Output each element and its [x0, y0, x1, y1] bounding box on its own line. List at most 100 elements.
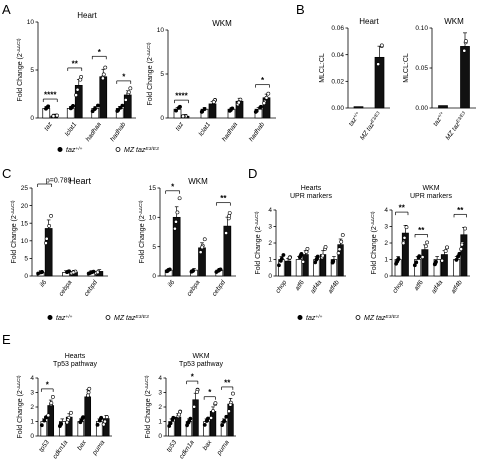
chart-A-0-point	[75, 87, 80, 92]
chart-D-7-bar-atf4b-1	[460, 234, 468, 277]
chart-C-4-ytick-label: 20	[21, 203, 29, 210]
chart-D-6-point	[287, 255, 292, 260]
chart-E-8-point	[50, 395, 55, 399]
chart-E-9-point	[186, 420, 191, 425]
legend-C-control-label-sup: +/+	[65, 314, 72, 320]
legend-A-mutant-label-sup: E3/E3	[145, 146, 159, 152]
chart-E-8-bar-bax-1	[84, 396, 92, 437]
chart-D-6-ylabel-base: Fold Change (2	[255, 226, 262, 274]
chart-C-5-sig-label: **	[220, 194, 227, 203]
chart-E-9-ytick-label: 2	[158, 404, 162, 411]
chart-C-4-point	[38, 270, 43, 275]
legend-D-mutant-label: MZ tazE3/E3	[364, 314, 399, 323]
chart-B-3-xtick-0-base: taz	[432, 116, 443, 128]
chart-D-7-ylabel-sup: -ΔΔCt)	[370, 211, 376, 226]
chart-C-4-ylabel-sup: -ΔΔCt)	[10, 200, 16, 215]
chart-C-4-point	[44, 236, 49, 241]
legend-A-mutant-marker	[115, 147, 121, 152]
chart-D-7-point	[414, 260, 419, 265]
chart-A-1-xtick-lclat1: lclat1	[198, 121, 213, 138]
chart-C-5-ylabel-base: Fold Change (2	[139, 215, 146, 263]
chart-C-4-ylabel-base: Fold Change (2	[11, 215, 18, 263]
chart-E-9-point	[228, 402, 233, 407]
chart-A-1-point	[236, 100, 241, 105]
chart-A-1-xtick-hadhab: hadhab	[248, 121, 266, 143]
chart-A-1-sig-label: *	[261, 76, 265, 85]
chart-E-9-ytick-label: 0	[158, 433, 162, 440]
chart-E-8-ylabel: Fold Change (2-ΔΔCt)	[16, 375, 25, 438]
chart-D-6-point	[340, 233, 345, 237]
chart-D-7-xtick-chop: chop	[392, 279, 406, 295]
chart-D-7-point	[412, 263, 417, 268]
chart-A-0-point	[90, 109, 95, 114]
chart-E-8-ytick-label: 0	[30, 433, 34, 440]
chart-A-1-ytick-label: 5	[160, 71, 164, 78]
chart-D-6-bar-chop-1	[284, 260, 292, 277]
chart-A-0-sig-label: ****	[44, 91, 57, 100]
chart-D-6-point	[281, 253, 286, 257]
chart-E-8-point	[46, 413, 51, 418]
panel-letter-E: E	[2, 332, 11, 347]
chart-A-0-point	[103, 65, 108, 70]
chart-A-0-point	[115, 109, 120, 113]
chart-B-3-ytick-label: 0.05	[415, 65, 428, 72]
chart-A-1-point	[266, 91, 271, 96]
chart-E-8-subtitle: Tp53 pathway	[53, 361, 97, 368]
chart-E-9-title: WKM	[192, 353, 209, 360]
chart-E-9-point	[211, 409, 216, 413]
chart-C-5-ylabel: Fold Change (2-ΔΔCt)	[138, 200, 147, 263]
chart-A-0-point	[126, 90, 131, 95]
chart-C-5-point	[198, 250, 203, 255]
chart-B-2-xtick-1-base: MZ taz	[359, 121, 377, 142]
chart-D-6-point	[320, 253, 325, 258]
chart-C-4-xtick-cebpd: cebpd	[83, 279, 99, 298]
chart-E-8-point	[79, 418, 84, 423]
chart-C-4-ytick-label: 0	[24, 273, 28, 280]
chart-E-8-xtick-bax: bax	[76, 439, 88, 452]
chart-A-1-point	[176, 106, 181, 110]
chart-E-9-bar-puma-1	[227, 403, 234, 437]
chart-D-6-ylabel: Fold Change (2-ΔΔCt)	[254, 211, 263, 274]
chart-A-1-point	[259, 104, 263, 109]
chart-C-5-xtick-il6: il6	[167, 279, 177, 289]
chart-E-9-bar-bax-1	[209, 411, 217, 437]
chart-A-1-sig-label: ****	[175, 92, 188, 101]
chart-E-9-ytick-label: 3	[158, 390, 162, 397]
chart-A-1-ytick-label: 0	[160, 115, 164, 122]
chart-D-7-point	[423, 244, 428, 249]
legend-C-mutant-marker	[105, 315, 111, 320]
chart-C-4-point	[95, 270, 100, 275]
chart-D-7-title: WKM	[422, 185, 439, 192]
chart-E-9-sig-label: *	[191, 373, 195, 382]
chart-B-3-xtick-0-sup: +/+	[436, 110, 444, 119]
chart-A-0-point	[55, 113, 59, 118]
chart-D-7-point	[394, 261, 398, 266]
chart-E-9-ytick-label: 4	[158, 375, 162, 382]
chart-D-6-point	[279, 256, 284, 261]
chart-D-6-xtick-atf4b: atf4b	[327, 279, 341, 295]
chart-A-0-point	[51, 114, 56, 118]
chart-C-4-point	[49, 214, 53, 218]
chart-A-0-point	[118, 105, 123, 110]
chart-B-2-point	[379, 43, 384, 48]
chart-E-9-sig-label: *	[208, 388, 212, 397]
chart-D-6-point	[323, 245, 328, 249]
chart-A-1-ylabel-sup: -ΔΔCt)	[146, 42, 152, 57]
chart-D-7-point	[440, 258, 444, 263]
chart-A-1-ylabel: Fold Change (2-ΔΔCt)	[146, 42, 155, 105]
chart-D-6-ytick-label: 0	[268, 273, 272, 280]
chart-A-0-ylabel: Fold Change (2-ΔΔCt)	[16, 38, 25, 101]
chart-C-4-point	[71, 270, 76, 275]
chart-C-4-bar-il6-1	[44, 228, 53, 277]
chart-E-8-point	[105, 415, 109, 419]
chart-D-7-point	[445, 245, 449, 250]
chart-A-0-sig-label: *	[98, 48, 102, 57]
chart-D-7-bar-atf4a-1	[440, 254, 448, 277]
chart-D-7-point	[396, 256, 401, 261]
chart-B-2-title: Heart	[359, 17, 379, 26]
chart-D-7-ytick-label: 0	[384, 273, 388, 280]
chart-A-0-title: Heart	[77, 11, 97, 20]
chart-A-0-point	[68, 106, 73, 111]
chart-E-9-point	[202, 423, 207, 427]
